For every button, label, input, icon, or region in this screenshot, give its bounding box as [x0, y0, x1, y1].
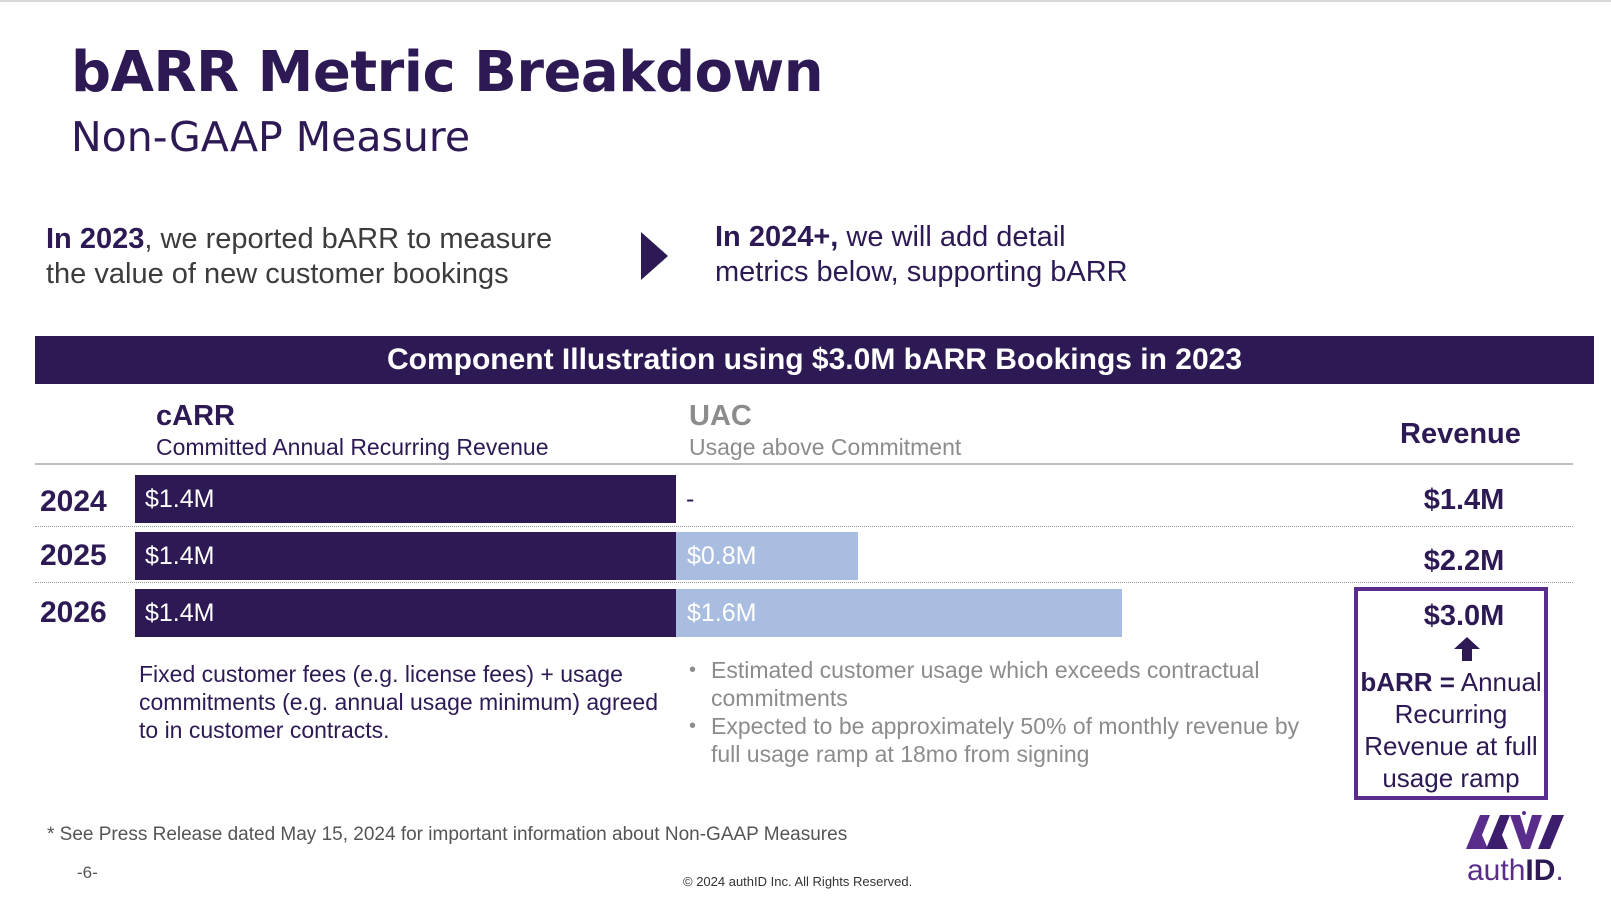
barr-definition-line1: Annual	[1454, 667, 1542, 697]
carr-description: Fixed customer fees (e.g. license fees) …	[139, 661, 659, 743]
page-number: -6-	[77, 863, 98, 882]
year-label-2025: 2025	[40, 539, 107, 572]
revenue-2024: $1.4M	[1423, 484, 1505, 516]
uac-value-2024: -	[686, 485, 695, 513]
intro-2024-line2: metrics below, supporting bARR	[715, 256, 1128, 288]
uac-bullet: Expected to be approximately 50% of mont…	[687, 712, 1307, 768]
page-title: bARR Metric Breakdown	[71, 40, 824, 105]
revenue-2025: $2.2M	[1423, 545, 1505, 577]
intro-2024: In 2024+, we will add detail metrics bel…	[715, 220, 1128, 290]
barr-definition-line2: Recurring	[1394, 699, 1508, 729]
top-rule	[0, 0, 1611, 2]
logo-trademark: .	[1555, 854, 1564, 887]
barr-definition-text: bARR = Annual Recurring Revenue at full …	[1356, 666, 1546, 794]
uac-bar-2025: $0.8M	[676, 532, 858, 580]
uac-bullet: Estimated customer usage which exceeds c…	[687, 656, 1307, 712]
year-label-2024: 2024	[40, 485, 107, 518]
row-divider	[35, 526, 1573, 527]
logo-text-bold: ID	[1525, 854, 1556, 887]
logo-text-light: auth	[1467, 854, 1526, 887]
page-subtitle: Non-GAAP Measure	[71, 113, 471, 161]
authid-logo-text: authID.	[1467, 854, 1564, 888]
revenue-2026: $3.0M	[1423, 600, 1505, 632]
carr-column-title: cARR	[156, 400, 235, 432]
intro-2023-line2: the value of new customer bookings	[46, 258, 509, 290]
intro-2023-bold: In 2023	[46, 223, 145, 255]
uac-column-title: UAC	[689, 400, 752, 432]
header-divider	[35, 463, 1573, 465]
intro-2024-line1: we will add detail	[838, 221, 1066, 253]
year-label-2026: 2026	[40, 596, 107, 629]
carr-bar-2026: $1.4M	[135, 589, 676, 637]
carr-bar-2024: $1.4M	[135, 475, 676, 523]
footnote: * See Press Release dated May 15, 2024 f…	[47, 824, 848, 845]
barr-definition-bold: bARR =	[1360, 667, 1455, 697]
intro-2023-line1: , we reported bARR to measure	[144, 223, 553, 255]
uac-description-list: Estimated customer usage which exceeds c…	[687, 656, 1307, 768]
up-arrow-icon	[1454, 637, 1480, 661]
component-banner: Component Illustration using $3.0M bARR …	[35, 336, 1594, 384]
barr-definition-line4: usage ramp	[1382, 763, 1520, 793]
right-arrow-icon	[641, 232, 668, 280]
barr-definition-line3: Revenue at full	[1364, 731, 1538, 761]
barr-definition-box	[1354, 587, 1548, 800]
carr-column-subtitle: Committed Annual Recurring Revenue	[156, 434, 549, 460]
intro-2023: In 2023, we reported bARR to measure the…	[46, 222, 552, 292]
uac-bar-2026: $1.6M	[676, 589, 1122, 637]
revenue-column-title: Revenue	[1400, 418, 1521, 450]
copyright: © 2024 authID Inc. All Rights Reserved.	[683, 874, 913, 889]
uac-column-subtitle: Usage above Commitment	[689, 434, 962, 460]
intro-2024-bold: In 2024+,	[715, 221, 839, 253]
authid-logo-icon	[1466, 811, 1564, 849]
row-divider	[35, 582, 1573, 583]
carr-bar-2025: $1.4M	[135, 532, 676, 580]
